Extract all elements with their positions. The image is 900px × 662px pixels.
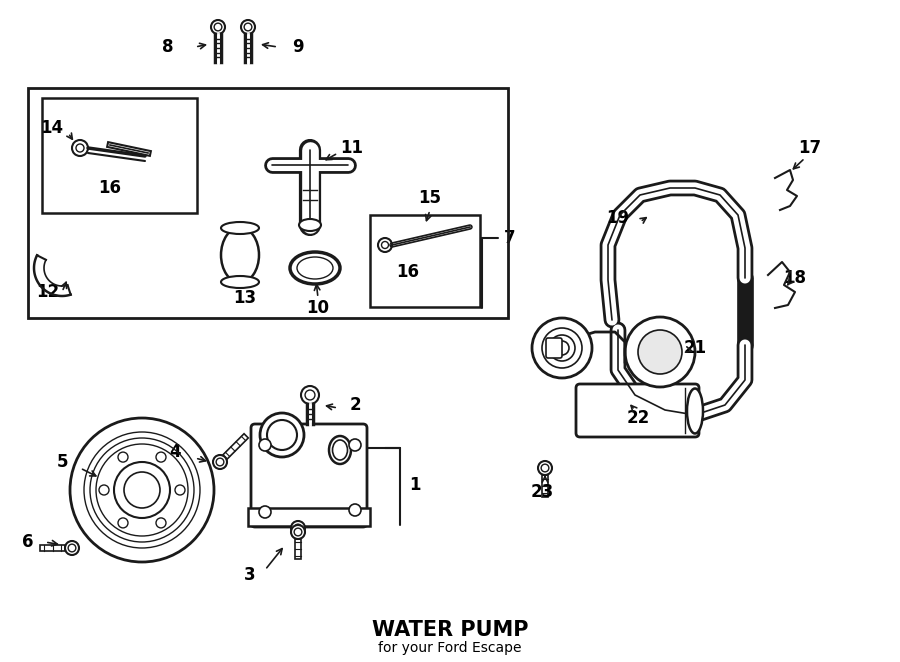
- Ellipse shape: [687, 389, 703, 434]
- Text: 18: 18: [784, 269, 806, 287]
- Circle shape: [211, 20, 225, 34]
- Circle shape: [118, 452, 128, 462]
- Text: 14: 14: [40, 119, 64, 137]
- Circle shape: [156, 518, 166, 528]
- Circle shape: [349, 439, 361, 451]
- Text: 22: 22: [626, 409, 650, 427]
- FancyBboxPatch shape: [546, 338, 562, 358]
- Circle shape: [538, 461, 552, 475]
- Text: 9: 9: [292, 38, 304, 56]
- Text: 20: 20: [546, 329, 570, 347]
- Polygon shape: [542, 475, 548, 497]
- Circle shape: [156, 452, 166, 462]
- Circle shape: [638, 330, 682, 374]
- Text: WATER PUMP: WATER PUMP: [372, 620, 528, 640]
- Ellipse shape: [221, 276, 259, 288]
- Bar: [370, 215, 480, 307]
- Text: for your Ford Escape: for your Ford Escape: [378, 641, 522, 655]
- Polygon shape: [40, 545, 65, 551]
- Ellipse shape: [332, 440, 347, 460]
- Circle shape: [99, 485, 109, 495]
- Text: 8: 8: [162, 38, 174, 56]
- Text: 1: 1: [410, 476, 421, 494]
- Circle shape: [291, 525, 305, 539]
- Bar: [248, 508, 370, 526]
- Ellipse shape: [297, 257, 333, 279]
- Text: 5: 5: [56, 453, 68, 471]
- Text: 16: 16: [98, 179, 122, 197]
- Circle shape: [259, 506, 271, 518]
- Text: 19: 19: [607, 209, 630, 227]
- Polygon shape: [295, 539, 301, 559]
- Circle shape: [291, 521, 305, 535]
- Circle shape: [532, 318, 592, 378]
- Text: 7: 7: [504, 229, 516, 247]
- Text: 11: 11: [340, 139, 364, 157]
- Circle shape: [175, 485, 185, 495]
- Circle shape: [349, 504, 361, 516]
- Text: 10: 10: [307, 299, 329, 317]
- FancyBboxPatch shape: [251, 424, 367, 527]
- Text: 17: 17: [798, 139, 822, 157]
- Ellipse shape: [299, 219, 321, 231]
- Circle shape: [241, 20, 255, 34]
- Bar: [42, 98, 197, 213]
- Circle shape: [259, 439, 271, 451]
- FancyBboxPatch shape: [576, 384, 699, 437]
- Circle shape: [267, 420, 297, 450]
- Text: 15: 15: [418, 189, 442, 207]
- Ellipse shape: [221, 222, 259, 234]
- Circle shape: [260, 413, 304, 457]
- Text: 21: 21: [683, 339, 706, 357]
- Text: 3: 3: [244, 566, 256, 584]
- Text: 4: 4: [169, 443, 181, 461]
- Text: 6: 6: [22, 533, 34, 551]
- Ellipse shape: [290, 252, 340, 284]
- Circle shape: [213, 455, 227, 469]
- Circle shape: [301, 386, 319, 404]
- Polygon shape: [223, 434, 248, 459]
- Circle shape: [70, 418, 214, 562]
- Text: 23: 23: [530, 483, 554, 501]
- Circle shape: [114, 462, 170, 518]
- Ellipse shape: [221, 228, 259, 283]
- Bar: [28, 88, 508, 318]
- Text: 13: 13: [233, 289, 256, 307]
- Circle shape: [625, 317, 695, 387]
- Text: 12: 12: [36, 283, 59, 301]
- Circle shape: [65, 541, 79, 555]
- Ellipse shape: [329, 436, 351, 464]
- Text: 2: 2: [349, 396, 361, 414]
- Text: 16: 16: [397, 263, 419, 281]
- Circle shape: [118, 518, 128, 528]
